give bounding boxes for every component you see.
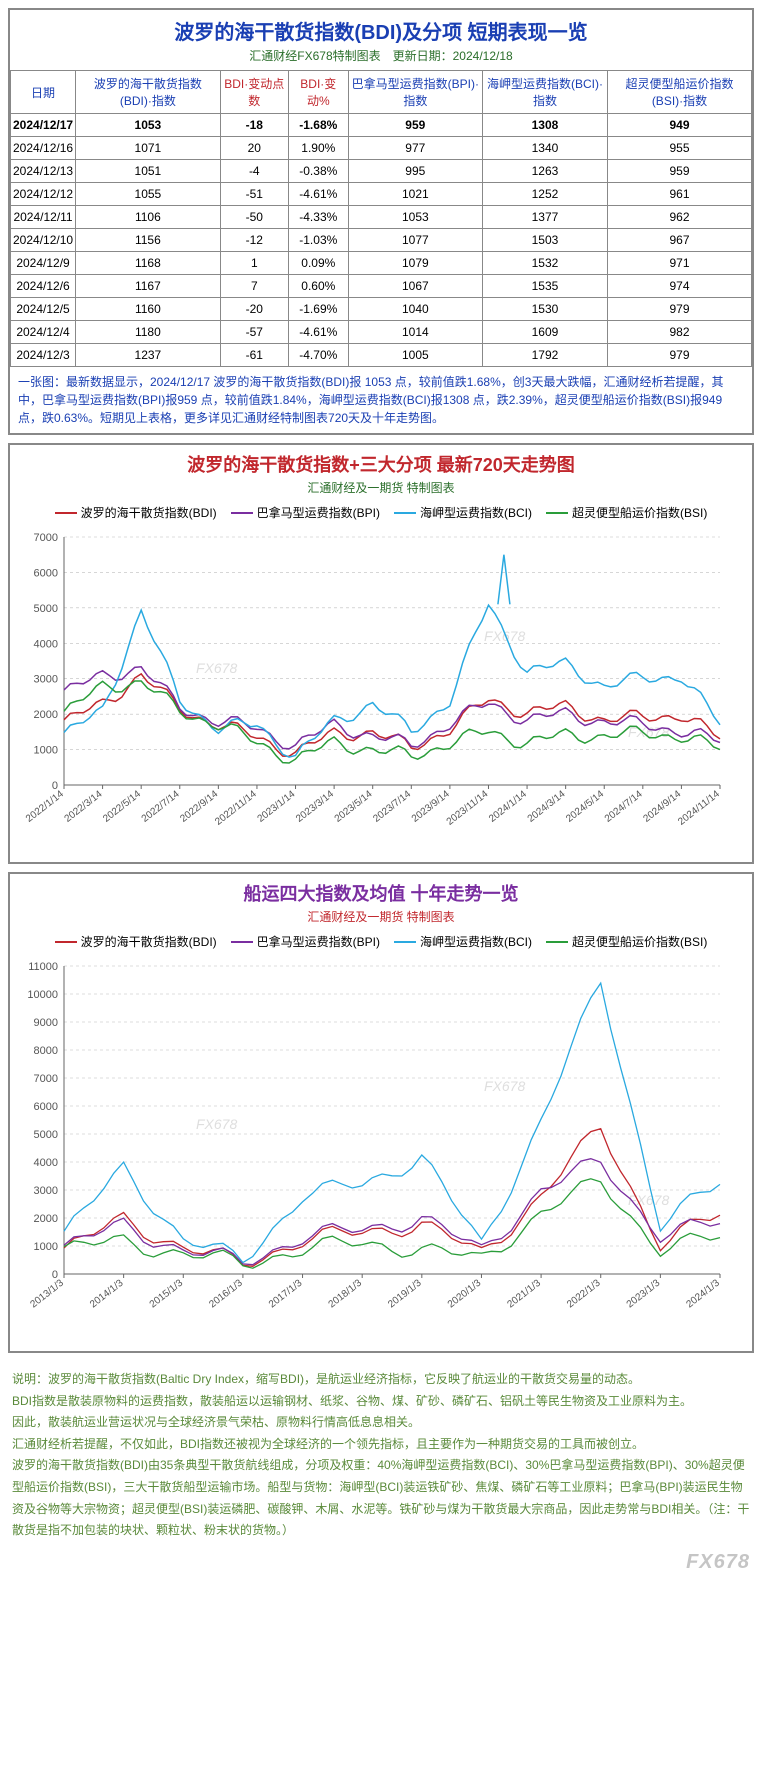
svg-text:2023/1/3: 2023/1/3 [625,1277,663,1310]
chart720-subtitle: 汇通财经及一期货 特制图表 [10,479,752,502]
svg-text:2000: 2000 [34,709,58,721]
chart720-svg: 010002000300040005000600070002022/1/1420… [16,529,736,849]
explain-line: 因此，散装航运业营运状况与全球经济景气荣枯、原物料行情高低息息相关。 [12,1412,750,1434]
table-row: 2024/12/41180-57-4.61%10141609982 [11,321,752,344]
svg-text:2023/3/14: 2023/3/14 [294,788,336,824]
svg-text:1000: 1000 [34,745,58,757]
col-header: BDI·变动点数 [220,71,288,114]
chart720-title: 波罗的海干散货指数+三大分项 最新720天走势图 [10,445,752,479]
table-row: 2024/12/6116770.60%10671535974 [11,275,752,298]
svg-text:2018/1/3: 2018/1/3 [327,1277,365,1310]
svg-text:8000: 8000 [34,1045,58,1057]
legend-item: 巴拿马型运费指数(BPI) [231,933,380,950]
svg-text:2017/1/3: 2017/1/3 [267,1277,305,1310]
svg-text:2000: 2000 [34,1213,58,1225]
table-row: 2024/12/31237-61-4.70%10051792979 [11,344,752,367]
col-header: 巴拿马型运费指数(BPI)·指数 [348,71,482,114]
bdi-data-table: 日期波罗的海干散货指数(BDI)·指数BDI·变动点数BDI·变动%巴拿马型运费… [10,70,752,367]
chart10y-subtitle: 汇通财经及一期货 特制图表 [10,908,752,931]
table-note: 一张图：最新数据显示，2024/12/17 波罗的海干散货指数(BDI)报 10… [10,367,752,433]
table-row: 2024/12/161071201.90%9771340955 [11,137,752,160]
svg-text:2022/1/3: 2022/1/3 [565,1277,603,1310]
svg-text:FX678: FX678 [196,660,237,676]
table-row: 2024/12/111106-50-4.33%10531377962 [11,206,752,229]
chart10y-title: 船运四大指数及均值 十年走势一览 [10,874,752,908]
table-row: 2024/12/121055-51-4.61%10211252961 [11,183,752,206]
table-subtitle: 汇通财经FX678特制图表 更新日期：2024/12/18 [10,47,752,70]
svg-text:6000: 6000 [34,1101,58,1113]
table-title: 波罗的海干散货指数(BDI)及分项 短期表现一览 [10,10,752,47]
legend-item: 海岬型运费指数(BCI) [394,504,532,521]
svg-text:2014/1/3: 2014/1/3 [88,1277,126,1310]
svg-text:FX678: FX678 [196,1116,237,1132]
svg-text:2020/1/3: 2020/1/3 [446,1277,484,1310]
legend-item: 巴拿马型运费指数(BPI) [231,504,380,521]
svg-text:7000: 7000 [34,1073,58,1085]
svg-text:2013/1/3: 2013/1/3 [28,1277,66,1310]
table-row: 2024/12/9116810.09%10791532971 [11,252,752,275]
chart-720-section: 波罗的海干散货指数+三大分项 最新720天走势图 汇通财经及一期货 特制图表 波… [8,443,754,864]
svg-text:2023/7/14: 2023/7/14 [371,788,413,824]
chart-10y-section: 船运四大指数及均值 十年走势一览 汇通财经及一期货 特制图表 波罗的海干散货指数… [8,872,754,1353]
svg-text:10000: 10000 [27,989,58,1001]
svg-text:3000: 3000 [34,674,58,686]
chart10y-legend: 波罗的海干散货指数(BDI) 巴拿马型运费指数(BPI) 海岬型运费指数(BCI) 超… [10,931,752,954]
svg-text:2023/11/14: 2023/11/14 [445,788,491,827]
svg-text:1000: 1000 [34,1241,58,1253]
svg-text:11000: 11000 [28,961,58,973]
svg-text:2021/1/3: 2021/1/3 [505,1277,543,1310]
svg-text:2022/3/14: 2022/3/14 [63,788,105,824]
legend-item: 海岬型运费指数(BCI) [394,933,532,950]
svg-text:2024/1/3: 2024/1/3 [684,1277,722,1310]
col-header: 波罗的海干散货指数(BDI)·指数 [76,71,221,114]
svg-text:2024/3/14: 2024/3/14 [526,788,568,824]
legend-item: 波罗的海干散货指数(BDI) [55,504,217,521]
legend-item: 超灵便型船运价指数(BSI) [546,504,707,521]
col-header: 超灵便型船运价指数(BSI)·指数 [607,71,751,114]
svg-text:2023/1/14: 2023/1/14 [256,788,298,824]
svg-text:6000: 6000 [34,567,58,579]
svg-text:2022/5/14: 2022/5/14 [101,788,143,824]
svg-text:4000: 4000 [34,1157,58,1169]
table-row: 2024/12/171053-18-1.68%9591308949 [11,114,752,137]
bdi-table-section: 波罗的海干散货指数(BDI)及分项 短期表现一览 汇通财经FX678特制图表 更… [8,8,754,435]
svg-text:2016/1/3: 2016/1/3 [207,1277,245,1310]
svg-text:FX678: FX678 [484,628,525,644]
svg-text:2024/7/14: 2024/7/14 [603,788,645,824]
svg-text:2024/5/14: 2024/5/14 [564,788,606,824]
svg-text:2015/1/3: 2015/1/3 [148,1277,186,1310]
footer-watermark: FX678 [686,1551,750,1574]
svg-text:2022/7/14: 2022/7/14 [140,788,182,824]
svg-text:2023/5/14: 2023/5/14 [333,788,375,824]
chart10y-svg: 0100020003000400050006000700080009000100… [16,958,736,1338]
svg-text:2022/11/14: 2022/11/14 [213,788,259,827]
col-header: BDI·变动% [288,71,348,114]
explain-line: 汇通财经析若提醒，不仅如此，BDI指数还被视为全球经济的一个领先指标，且主要作为… [12,1434,750,1456]
svg-text:2019/1/3: 2019/1/3 [386,1277,424,1310]
svg-text:4000: 4000 [34,638,58,650]
legend-item: 超灵便型船运价指数(BSI) [546,933,707,950]
svg-text:7000: 7000 [34,532,58,544]
explain-line: BDI指数是散装原物料的运费指数，散装船运以运输钢材、纸浆、谷物、煤、矿砂、磷矿… [12,1391,750,1413]
chart720-legend: 波罗的海干散货指数(BDI) 巴拿马型运费指数(BPI) 海岬型运费指数(BCI) 超… [10,502,752,525]
table-row: 2024/12/131051-4-0.38%9951263959 [11,160,752,183]
legend-item: 波罗的海干散货指数(BDI) [55,933,217,950]
svg-text:2022/1/14: 2022/1/14 [24,788,66,824]
svg-text:FX678: FX678 [484,1078,525,1094]
svg-text:2024/1/14: 2024/1/14 [487,788,529,824]
col-header: 海岬型运费指数(BCI)·指数 [482,71,607,114]
svg-text:5000: 5000 [34,603,58,615]
explanation-text: 说明：波罗的海干散货指数(Baltic Dry Index，缩写BDI)，是航运… [0,1361,762,1550]
col-header: 日期 [11,71,76,114]
explain-line: 说明：波罗的海干散货指数(Baltic Dry Index，缩写BDI)，是航运… [12,1369,750,1391]
svg-text:3000: 3000 [34,1185,58,1197]
explain-line: 波罗的海干散货指数(BDI)由35条典型干散货航线组成，分项及权重：40%海岬型… [12,1455,750,1541]
svg-text:2024/11/14: 2024/11/14 [676,788,722,827]
footer: FX678 [0,1550,762,1578]
table-row: 2024/12/51160-20-1.69%10401530979 [11,298,752,321]
svg-text:5000: 5000 [34,1129,58,1141]
table-row: 2024/12/101156-12-1.03%10771503967 [11,229,752,252]
svg-text:9000: 9000 [34,1017,58,1029]
